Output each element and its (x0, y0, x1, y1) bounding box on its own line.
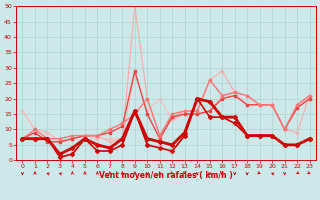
X-axis label: Vent moyen/en rafales ( km/h ): Vent moyen/en rafales ( km/h ) (99, 171, 233, 180)
